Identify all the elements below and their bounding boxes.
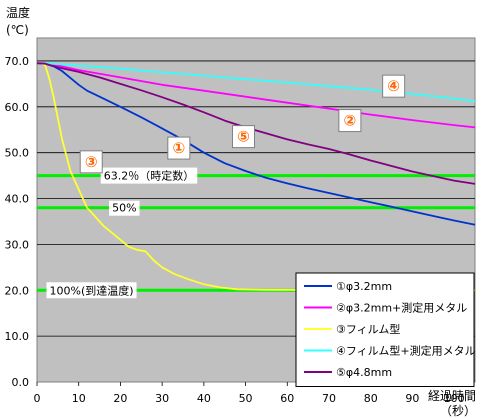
- legend-label-3: ③フィルム型: [336, 322, 400, 336]
- y-tick-label: 40.0: [5, 193, 30, 206]
- x-tick-label: 30: [155, 392, 169, 405]
- series-marker-label: ⑤: [237, 128, 250, 146]
- y-axis-title-line2: (℃): [6, 23, 29, 37]
- series-marker-box: [79, 150, 103, 174]
- reference-line-label-bg: [100, 167, 198, 184]
- y-tick-label: 0.0: [12, 376, 30, 389]
- x-tick-label: 70: [322, 392, 336, 405]
- x-axis-title-line1: 経過時間: [428, 389, 476, 403]
- reference-line-label: 50%: [112, 202, 136, 215]
- series-marker-box: [231, 125, 255, 149]
- y-axis-title-line1: 温度: [6, 5, 30, 20]
- x-tick-label: 0: [34, 392, 41, 405]
- series-marker-label: ③: [85, 153, 98, 171]
- series-line-4: [37, 62, 476, 103]
- series-marker-box: [167, 136, 191, 160]
- y-tick-label: 10.0: [5, 330, 30, 343]
- series-line-3: [37, 62, 475, 292]
- x-tick-label: 40: [197, 392, 211, 405]
- legend-label-1: ①φ3.2mm: [336, 280, 392, 293]
- y-tick-label: 20.0: [5, 284, 30, 297]
- y-tick-label: 70.0: [5, 55, 30, 68]
- y-tick-label: 30.0: [5, 238, 30, 251]
- x-tick-label: 20: [113, 392, 127, 405]
- reference-line-label: 100%(到達温度): [50, 283, 134, 297]
- reference-line-label-bg: [109, 200, 140, 216]
- x-tick-label: 100: [444, 392, 465, 405]
- x-tick-label: 80: [364, 392, 378, 405]
- reference-line-label: 63.2％（時定数）: [104, 169, 195, 183]
- x-tick-label: 60: [280, 392, 294, 405]
- series-marker-label: ④: [387, 77, 400, 95]
- series-marker-box: [382, 74, 406, 98]
- legend-label-4: ④フィルム型+測定用メタル: [336, 344, 476, 358]
- series-marker-label: ①: [172, 139, 185, 157]
- reference-line-label-bg: [46, 282, 137, 299]
- axis-ticks: 0.0 10.0 20.0 30.0 40.0 50.0 60.0 70.0 0 10 20 30 40…: [5, 55, 465, 405]
- x-tick-label: 90: [405, 392, 419, 405]
- x-axis-title-line2: （秒）: [440, 404, 476, 418]
- series-markers: ① ② ③ ④ ⑤: [79, 74, 406, 174]
- series-marker-box: [338, 109, 362, 133]
- legend-label-2: ②φ3.2mm+測定用メタル: [336, 301, 467, 315]
- y-tick-label: 50.0: [5, 147, 30, 160]
- series-marker-label: ②: [344, 112, 357, 130]
- legend: ①φ3.2mm ②φ3.2mm+測定用メタル ③フィルム型 ④フィルム型+測定用メタル…: [295, 272, 476, 387]
- series-line-2: [37, 62, 476, 129]
- x-tick-label: 10: [72, 392, 86, 405]
- series-line-1: [36, 62, 476, 226]
- legend-label-5: ⑤φ4.8mm: [336, 366, 392, 379]
- x-tick-label: 50: [239, 392, 253, 405]
- y-tick-label: 60.0: [5, 101, 30, 114]
